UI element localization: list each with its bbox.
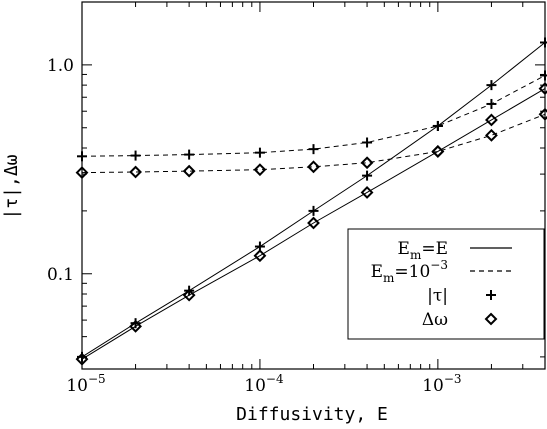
- plus-marker: [540, 37, 547, 48]
- diamond-marker: [360, 156, 374, 170]
- x-tick-label: 10−4: [244, 372, 284, 396]
- legend-label: Δω: [422, 310, 448, 330]
- diamond-marker: [253, 163, 267, 177]
- series-line: [81, 88, 546, 360]
- diamond-marker: [431, 145, 445, 158]
- plus-marker: [130, 318, 141, 329]
- diamond-marker: [307, 160, 320, 174]
- y-tick-label: 0.1: [47, 265, 74, 285]
- diamond-marker: [538, 107, 547, 121]
- plus-marker: [77, 151, 87, 162]
- diamond-marker: [307, 216, 320, 230]
- diamond-marker: [484, 312, 498, 326]
- diamond-marker: [485, 113, 498, 127]
- legend-label: Em=E: [398, 239, 448, 262]
- plus-marker: [486, 290, 496, 300]
- legend-box: [347, 228, 545, 340]
- tick-labels: 10−5 10−4 10−3 0.1 1.0: [47, 56, 462, 396]
- diamond-marker: [75, 166, 89, 180]
- plus-marker: [130, 150, 141, 161]
- diamond-marker: [253, 249, 267, 263]
- diamond-marker: [129, 165, 142, 179]
- plus-marker: [362, 137, 373, 148]
- x-tick-label: 10−5: [66, 372, 105, 396]
- x-axis-label: Diffusivity, E: [236, 404, 388, 425]
- legend-label: |τ|: [427, 286, 448, 306]
- y-tick-label: 1.0: [47, 56, 74, 76]
- series-line: [81, 75, 546, 157]
- diamond-marker: [182, 164, 196, 178]
- y-axis-label: |τ|,Δω: [1, 154, 22, 219]
- plus-marker: [486, 98, 497, 109]
- plus-marker: [254, 147, 265, 158]
- diamond-marker: [485, 128, 498, 142]
- plus-marker: [486, 80, 497, 91]
- diamond-marker: [538, 82, 547, 96]
- diamond-marker: [75, 352, 89, 366]
- diamond-marker: [129, 319, 142, 333]
- plus-marker: [432, 120, 443, 131]
- plus-marker: [184, 149, 195, 160]
- plus-marker: [308, 144, 319, 155]
- plus-marker: [362, 170, 373, 181]
- diamond-marker: [182, 288, 196, 302]
- series-markers: [75, 37, 547, 366]
- plus-marker: [540, 70, 547, 81]
- x-tick-label: 10−3: [422, 372, 461, 396]
- plus-marker: [308, 205, 319, 216]
- diamond-marker: [360, 186, 374, 199]
- legend: Em=EEm=10−3|τ| Δω: [347, 228, 545, 340]
- legend-label: Em=10−3: [371, 258, 448, 285]
